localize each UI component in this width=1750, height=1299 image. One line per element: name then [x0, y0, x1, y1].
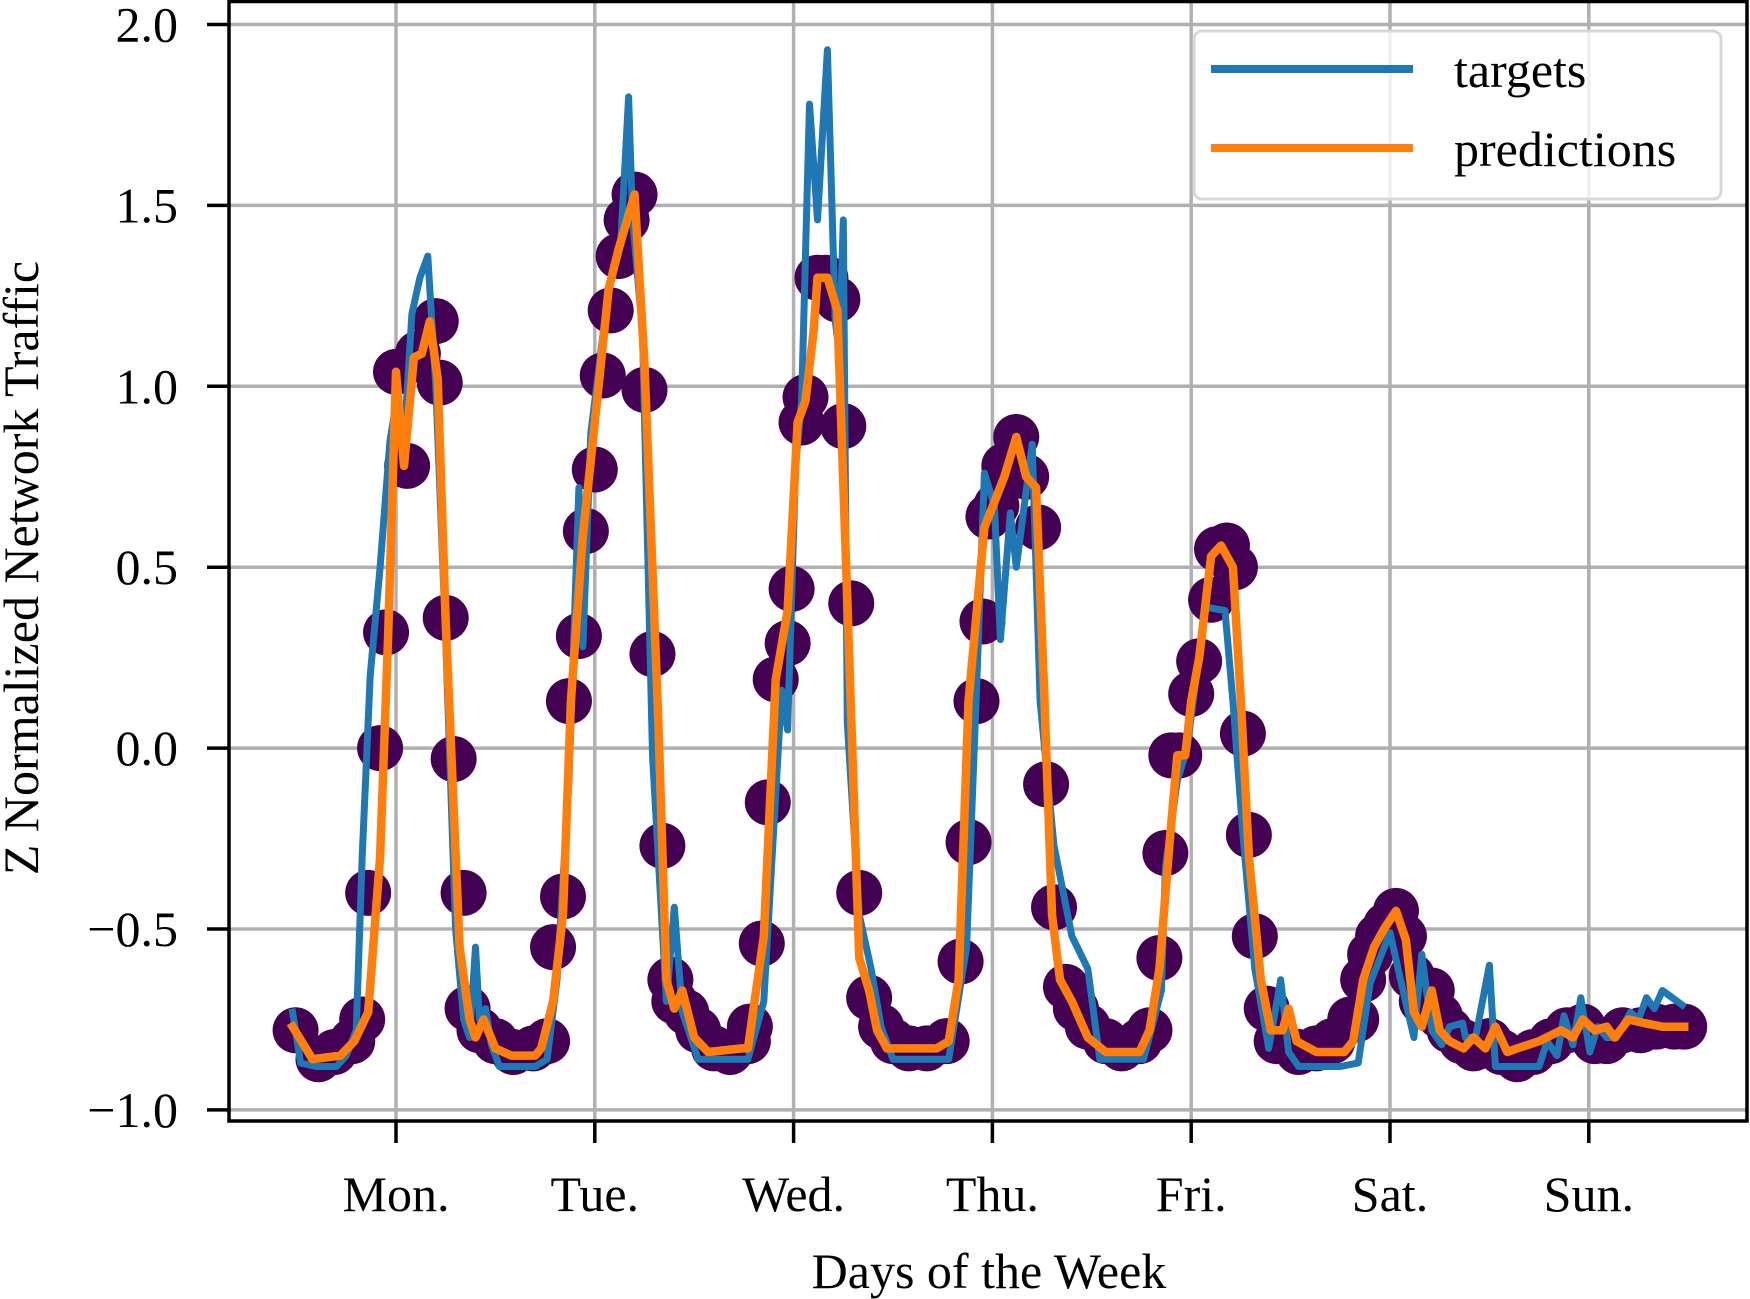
marker-point: [530, 924, 577, 971]
x-axis-label: Days of the Week: [812, 1243, 1167, 1299]
axes: [227, 0, 1749, 1123]
y-axis-label: Z Normalized Network Traffic: [0, 261, 49, 875]
y-tick-label: 0.0: [116, 720, 179, 776]
legend-label-predictions: predictions: [1454, 121, 1676, 177]
ticks: Mon. Tue. Wed. Thu. Fri. Sat. Sun. −1.0 −0.5 0.0 0…: [87, 0, 1634, 1222]
x-tick-label: Tue.: [551, 1166, 639, 1222]
x-tick-label: Wed.: [742, 1166, 845, 1222]
y-tick-label: −0.5: [87, 901, 178, 957]
y-tick-label: 1.0: [116, 358, 179, 414]
legend-label-targets: targets: [1454, 42, 1586, 98]
x-tick-label: Mon.: [343, 1166, 450, 1222]
marker-point: [571, 446, 618, 493]
x-tick-label: Fri.: [1156, 1166, 1227, 1222]
legend: targets predictions: [1192, 29, 1723, 201]
marker-point: [440, 869, 487, 916]
y-tick-label: 0.5: [116, 539, 179, 595]
x-tick-label: Sat.: [1352, 1166, 1428, 1222]
x-tick-label: Thu.: [946, 1166, 1039, 1222]
axes-frame: [227, 0, 1749, 1123]
y-tick-label: 1.5: [116, 177, 179, 233]
x-tick-label: Sun.: [1544, 1166, 1634, 1222]
series-lines: [286, 46, 1689, 1070]
series-line-targets: [288, 46, 1688, 1070]
y-tick-label: −1.0: [87, 1082, 178, 1138]
marker-point: [345, 869, 392, 916]
y-tick-label: 2.0: [116, 0, 179, 53]
markers: [272, 171, 1708, 1083]
series-line-predictions: [286, 190, 1689, 1064]
